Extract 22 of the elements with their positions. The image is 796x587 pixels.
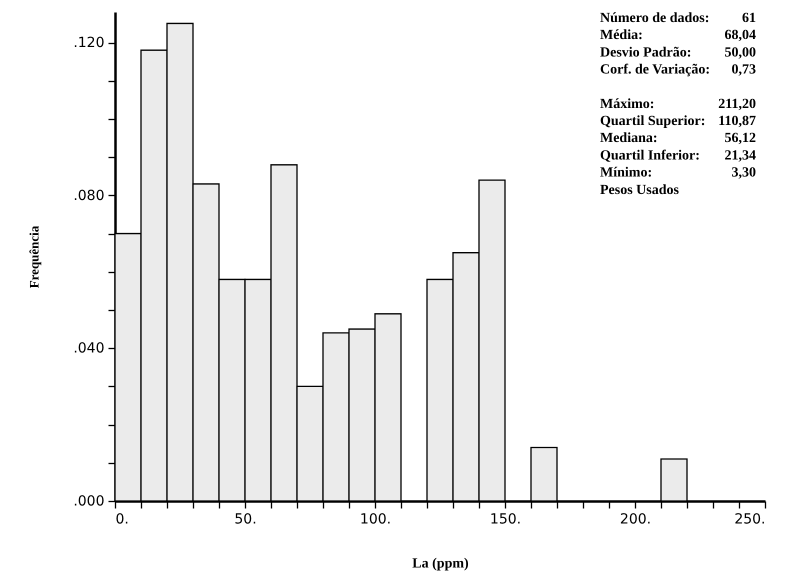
x-tick-label: 0. xyxy=(116,512,129,528)
text: Número de dados: 61 xyxy=(600,11,756,26)
y-axis-title: Frequência xyxy=(26,225,42,288)
x-tick-label: 150. xyxy=(490,512,522,528)
x-axis-title: La (ppm) xyxy=(412,556,470,572)
text: Corf. de Variação: 0,73 xyxy=(600,62,756,78)
y-tick-label: .040 xyxy=(73,340,104,357)
text: Mínimo: 3,30 xyxy=(600,166,756,181)
text: Média: 68,04 xyxy=(600,28,756,44)
x-tick-label: 100. xyxy=(360,512,392,528)
text: Desvio Padrão: 50,00 xyxy=(600,45,756,60)
text: Quartil Inferior: 21,34 xyxy=(600,148,756,164)
x-tick-label: 250. xyxy=(734,512,766,528)
y-tick-label: .000 xyxy=(73,494,104,510)
y-tick-label: .120 xyxy=(73,35,104,52)
text: Máximo: 211,20 xyxy=(600,96,756,112)
x-tick-label: 200. xyxy=(620,512,652,528)
x-tick-label: 50. xyxy=(234,512,257,528)
y-tick-label: .080 xyxy=(73,188,104,204)
text: Mediana: 56,12 xyxy=(600,131,756,146)
text: Quartil Superior: 110,87 xyxy=(600,114,756,129)
annotation: Pesos Usados xyxy=(600,182,680,198)
